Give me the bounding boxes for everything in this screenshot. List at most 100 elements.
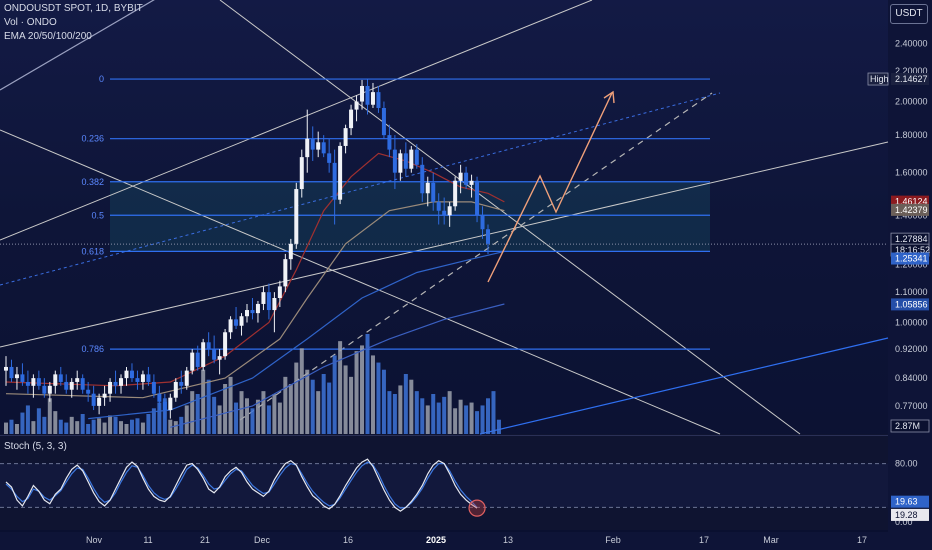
candle-body: [486, 229, 490, 244]
volume-indicator-label[interactable]: Vol · ONDO: [4, 17, 57, 28]
candle-body: [349, 109, 354, 129]
volume-bar: [206, 379, 211, 434]
volume-bar: [195, 394, 200, 434]
volume-bar: [255, 399, 260, 434]
volume-bar: [20, 412, 25, 434]
ema-indicator-label[interactable]: EMA 20/50/100/200: [4, 31, 92, 42]
volume-bar: [173, 421, 178, 434]
volume-bar: [119, 421, 124, 434]
oversold-marker: [468, 499, 486, 517]
volume-bar: [365, 334, 370, 434]
blue-support-line: [479, 337, 889, 435]
candle-body: [283, 259, 288, 287]
volume-bar: [299, 348, 304, 434]
volume-bar: [272, 394, 277, 434]
volume-bar: [14, 424, 19, 434]
stoch-tick-label: 80.00: [895, 459, 918, 469]
candle-body: [250, 310, 255, 314]
candle-body: [288, 243, 293, 260]
candle-body: [228, 319, 233, 333]
candle-body: [9, 366, 14, 379]
volume-bar: [190, 391, 195, 434]
volume-bar: [392, 394, 397, 434]
candle-body: [447, 206, 452, 216]
volume-bar: [157, 402, 162, 434]
volume-bar: [135, 418, 140, 434]
price-label-box: [891, 298, 929, 311]
candle-body: [129, 370, 134, 379]
stoch-panel-bg: [0, 434, 888, 530]
volume-bar: [146, 414, 151, 434]
stoch-indicator-label[interactable]: Stoch (5, 3, 3): [4, 441, 67, 452]
candle-body: [299, 157, 304, 190]
candle-body: [338, 145, 343, 200]
high-tag-text: High: [870, 74, 889, 84]
volume-bar: [36, 408, 41, 434]
candle-body: [217, 356, 222, 360]
volume-bar: [58, 419, 63, 434]
candle-body: [75, 378, 80, 382]
volume-bar: [261, 391, 266, 434]
price-tick-label: 0.92000: [895, 344, 928, 354]
symbol-title[interactable]: ONDOUSDT SPOT, 1D, BYBIT: [4, 3, 143, 14]
volume-bar: [53, 411, 58, 434]
price-label-text: 1.05856: [895, 299, 928, 309]
volume-bar: [349, 376, 354, 434]
candle-body: [420, 164, 425, 194]
time-tick-label: 2025: [426, 535, 446, 545]
volume-bar: [403, 374, 408, 434]
price-label-text: 1.46124: [895, 197, 928, 207]
candle-body: [58, 374, 63, 382]
volume-bar: [480, 405, 485, 434]
fib-label: 0: [99, 74, 104, 84]
candle-body: [119, 378, 124, 386]
candle-body: [327, 153, 332, 163]
candle-body: [168, 397, 173, 411]
volume-bar: [102, 422, 107, 434]
candle-body: [64, 381, 69, 390]
candle-body: [135, 378, 140, 382]
ema200-line: [170, 303, 505, 428]
volume-bar: [294, 362, 299, 434]
candle-body: [42, 385, 47, 394]
candle-body: [179, 381, 184, 386]
volume-bar: [47, 398, 52, 434]
candle-body: [108, 381, 113, 394]
volume-bar: [31, 421, 36, 434]
candle-body: [206, 342, 211, 350]
time-tick-label: Feb: [605, 535, 621, 545]
stoch-d-line: [5, 461, 478, 509]
price-label-box: [891, 252, 929, 265]
time-tick-label: Dec: [254, 535, 271, 545]
rising-resistance-line: [0, 0, 593, 241]
volume-bar: [113, 416, 118, 434]
volume-bar: [75, 421, 80, 434]
stoch-band: [0, 463, 888, 508]
volume-bar: [201, 369, 206, 434]
candle-body: [321, 142, 326, 154]
volume-bar: [370, 355, 375, 434]
candle-body: [425, 182, 430, 194]
candle-body: [113, 381, 118, 386]
descending-channel-bottom: [0, 129, 721, 435]
stoch-tick-label: 0.00: [895, 517, 913, 527]
volume-bar: [245, 398, 249, 434]
volume-bar: [310, 379, 315, 434]
volume-bar: [151, 408, 156, 434]
volume-bar: [486, 398, 490, 434]
price-label-text: 18:16:52: [895, 245, 930, 255]
volume-bar: [409, 379, 414, 434]
volume-bar: [447, 391, 452, 434]
volume-bar: [4, 422, 8, 434]
price-label-box: [890, 419, 930, 433]
price-tick-label: 0.84000: [895, 373, 928, 383]
price-tick-label: 2.00000: [895, 97, 928, 107]
stoch-label-box: [891, 495, 929, 508]
candle-body: [31, 378, 36, 386]
candle-body: [146, 374, 151, 382]
blue-dashed-trendline: [0, 92, 721, 286]
currency-button[interactable]: USDT: [890, 4, 928, 24]
candle-body: [376, 92, 381, 108]
